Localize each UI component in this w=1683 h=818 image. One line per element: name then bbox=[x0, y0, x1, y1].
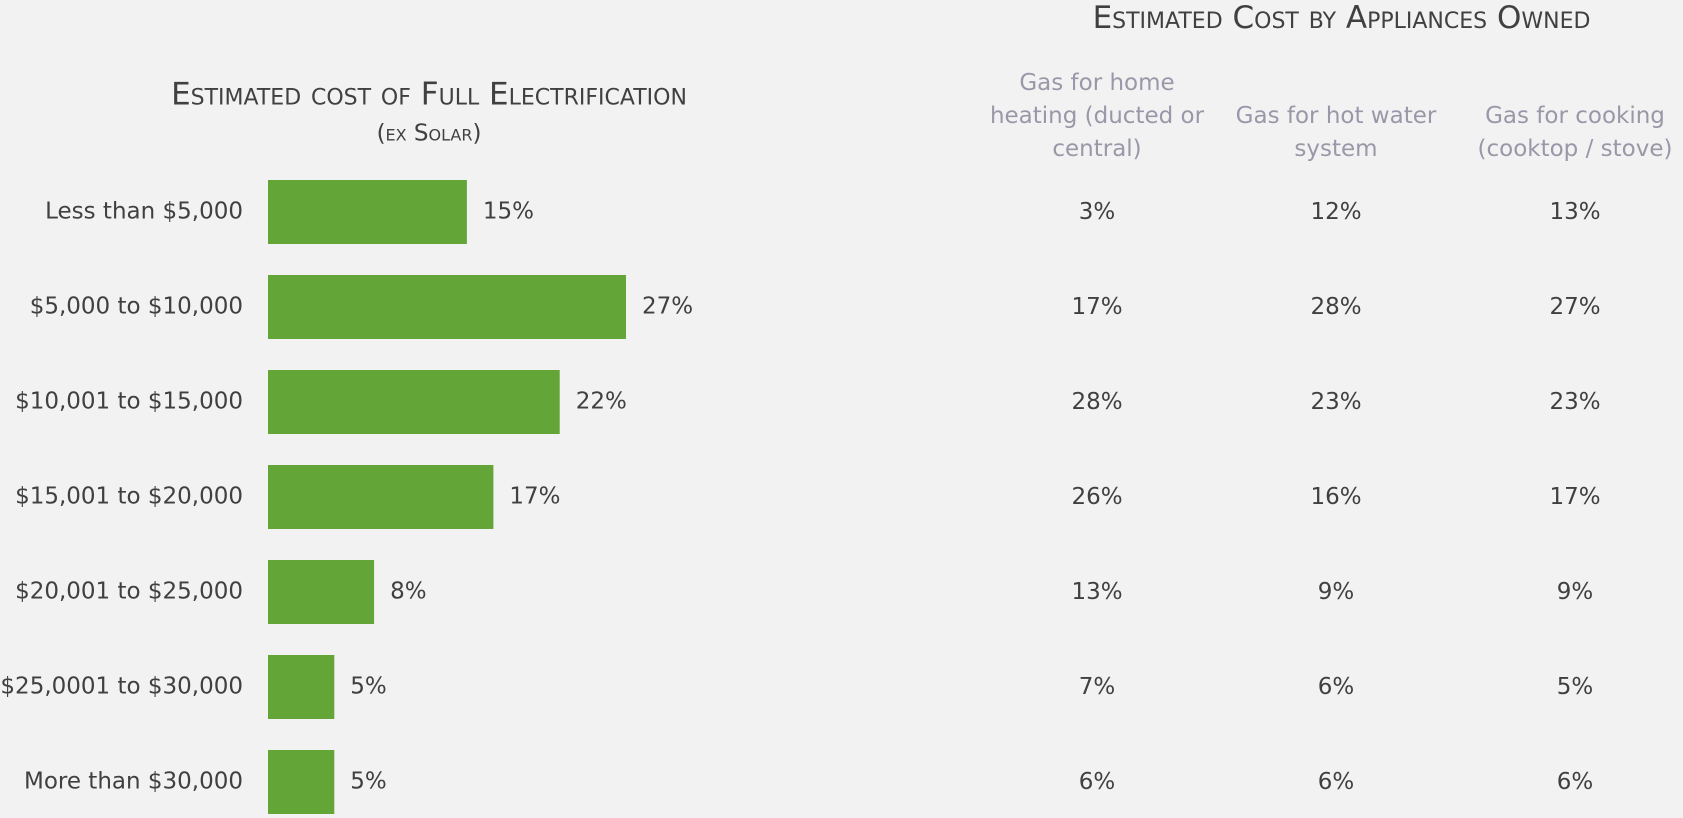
bar bbox=[268, 180, 467, 244]
table-cell: 28% bbox=[1310, 294, 1362, 320]
bar bbox=[268, 370, 560, 434]
table-cell: 17% bbox=[1549, 484, 1601, 510]
table-cell: 17% bbox=[1071, 294, 1123, 320]
category-label: $25,0001 to $30,000 bbox=[0, 674, 243, 700]
table-cell: 6% bbox=[1317, 674, 1355, 700]
bar bbox=[268, 560, 375, 624]
data-label: 8% bbox=[390, 579, 427, 605]
chart-subtitle: (ex Solar) bbox=[377, 121, 482, 147]
table-cell: 6% bbox=[1078, 769, 1116, 795]
data-label: 22% bbox=[576, 389, 627, 415]
bar bbox=[268, 655, 335, 719]
data-label: 5% bbox=[350, 769, 387, 795]
chart-title: Estimated cost of Full Electrification bbox=[171, 77, 687, 113]
category-label: Less than $5,000 bbox=[45, 199, 243, 225]
data-label: 15% bbox=[483, 199, 534, 225]
data-label: 5% bbox=[350, 674, 387, 700]
category-label: $5,000 to $10,000 bbox=[30, 294, 243, 320]
table-cell: 6% bbox=[1556, 769, 1594, 795]
table-cell: 13% bbox=[1071, 579, 1123, 605]
column-header: Gas for cooking (cooktop / stove) bbox=[1477, 103, 1673, 162]
bar bbox=[268, 465, 494, 529]
column-header: Gas for hot water system bbox=[1235, 103, 1437, 162]
table-cell: 16% bbox=[1310, 484, 1362, 510]
bar bbox=[268, 275, 626, 339]
table-title: Estimated Cost by Appliances Owned bbox=[1092, 0, 1591, 36]
table-cell: 28% bbox=[1071, 389, 1123, 415]
category-label: $10,001 to $15,000 bbox=[15, 389, 243, 415]
table-cell: 23% bbox=[1549, 389, 1601, 415]
table-cell: 6% bbox=[1317, 769, 1355, 795]
chart: Estimated cost of Full Electrification (… bbox=[0, 77, 693, 814]
table-cell: 7% bbox=[1078, 674, 1116, 700]
data-label: 17% bbox=[509, 484, 560, 510]
table-cell: 5% bbox=[1556, 674, 1594, 700]
data-label: 27% bbox=[642, 294, 693, 320]
table-cell: 9% bbox=[1556, 579, 1594, 605]
table-cell: 27% bbox=[1549, 294, 1601, 320]
bar bbox=[268, 750, 335, 814]
category-label: $15,001 to $20,000 bbox=[15, 484, 243, 510]
column-header: Gas for home heating (ducted or central) bbox=[989, 70, 1205, 162]
table-cell: 12% bbox=[1310, 199, 1362, 225]
table-cell: 26% bbox=[1071, 484, 1123, 510]
table-cell: 3% bbox=[1078, 199, 1116, 225]
table-cell: 9% bbox=[1317, 579, 1355, 605]
category-label: More than $30,000 bbox=[24, 769, 243, 795]
table-cell: 23% bbox=[1310, 389, 1362, 415]
table-cell: 13% bbox=[1549, 199, 1601, 225]
category-label: $20,001 to $25,000 bbox=[15, 579, 243, 605]
